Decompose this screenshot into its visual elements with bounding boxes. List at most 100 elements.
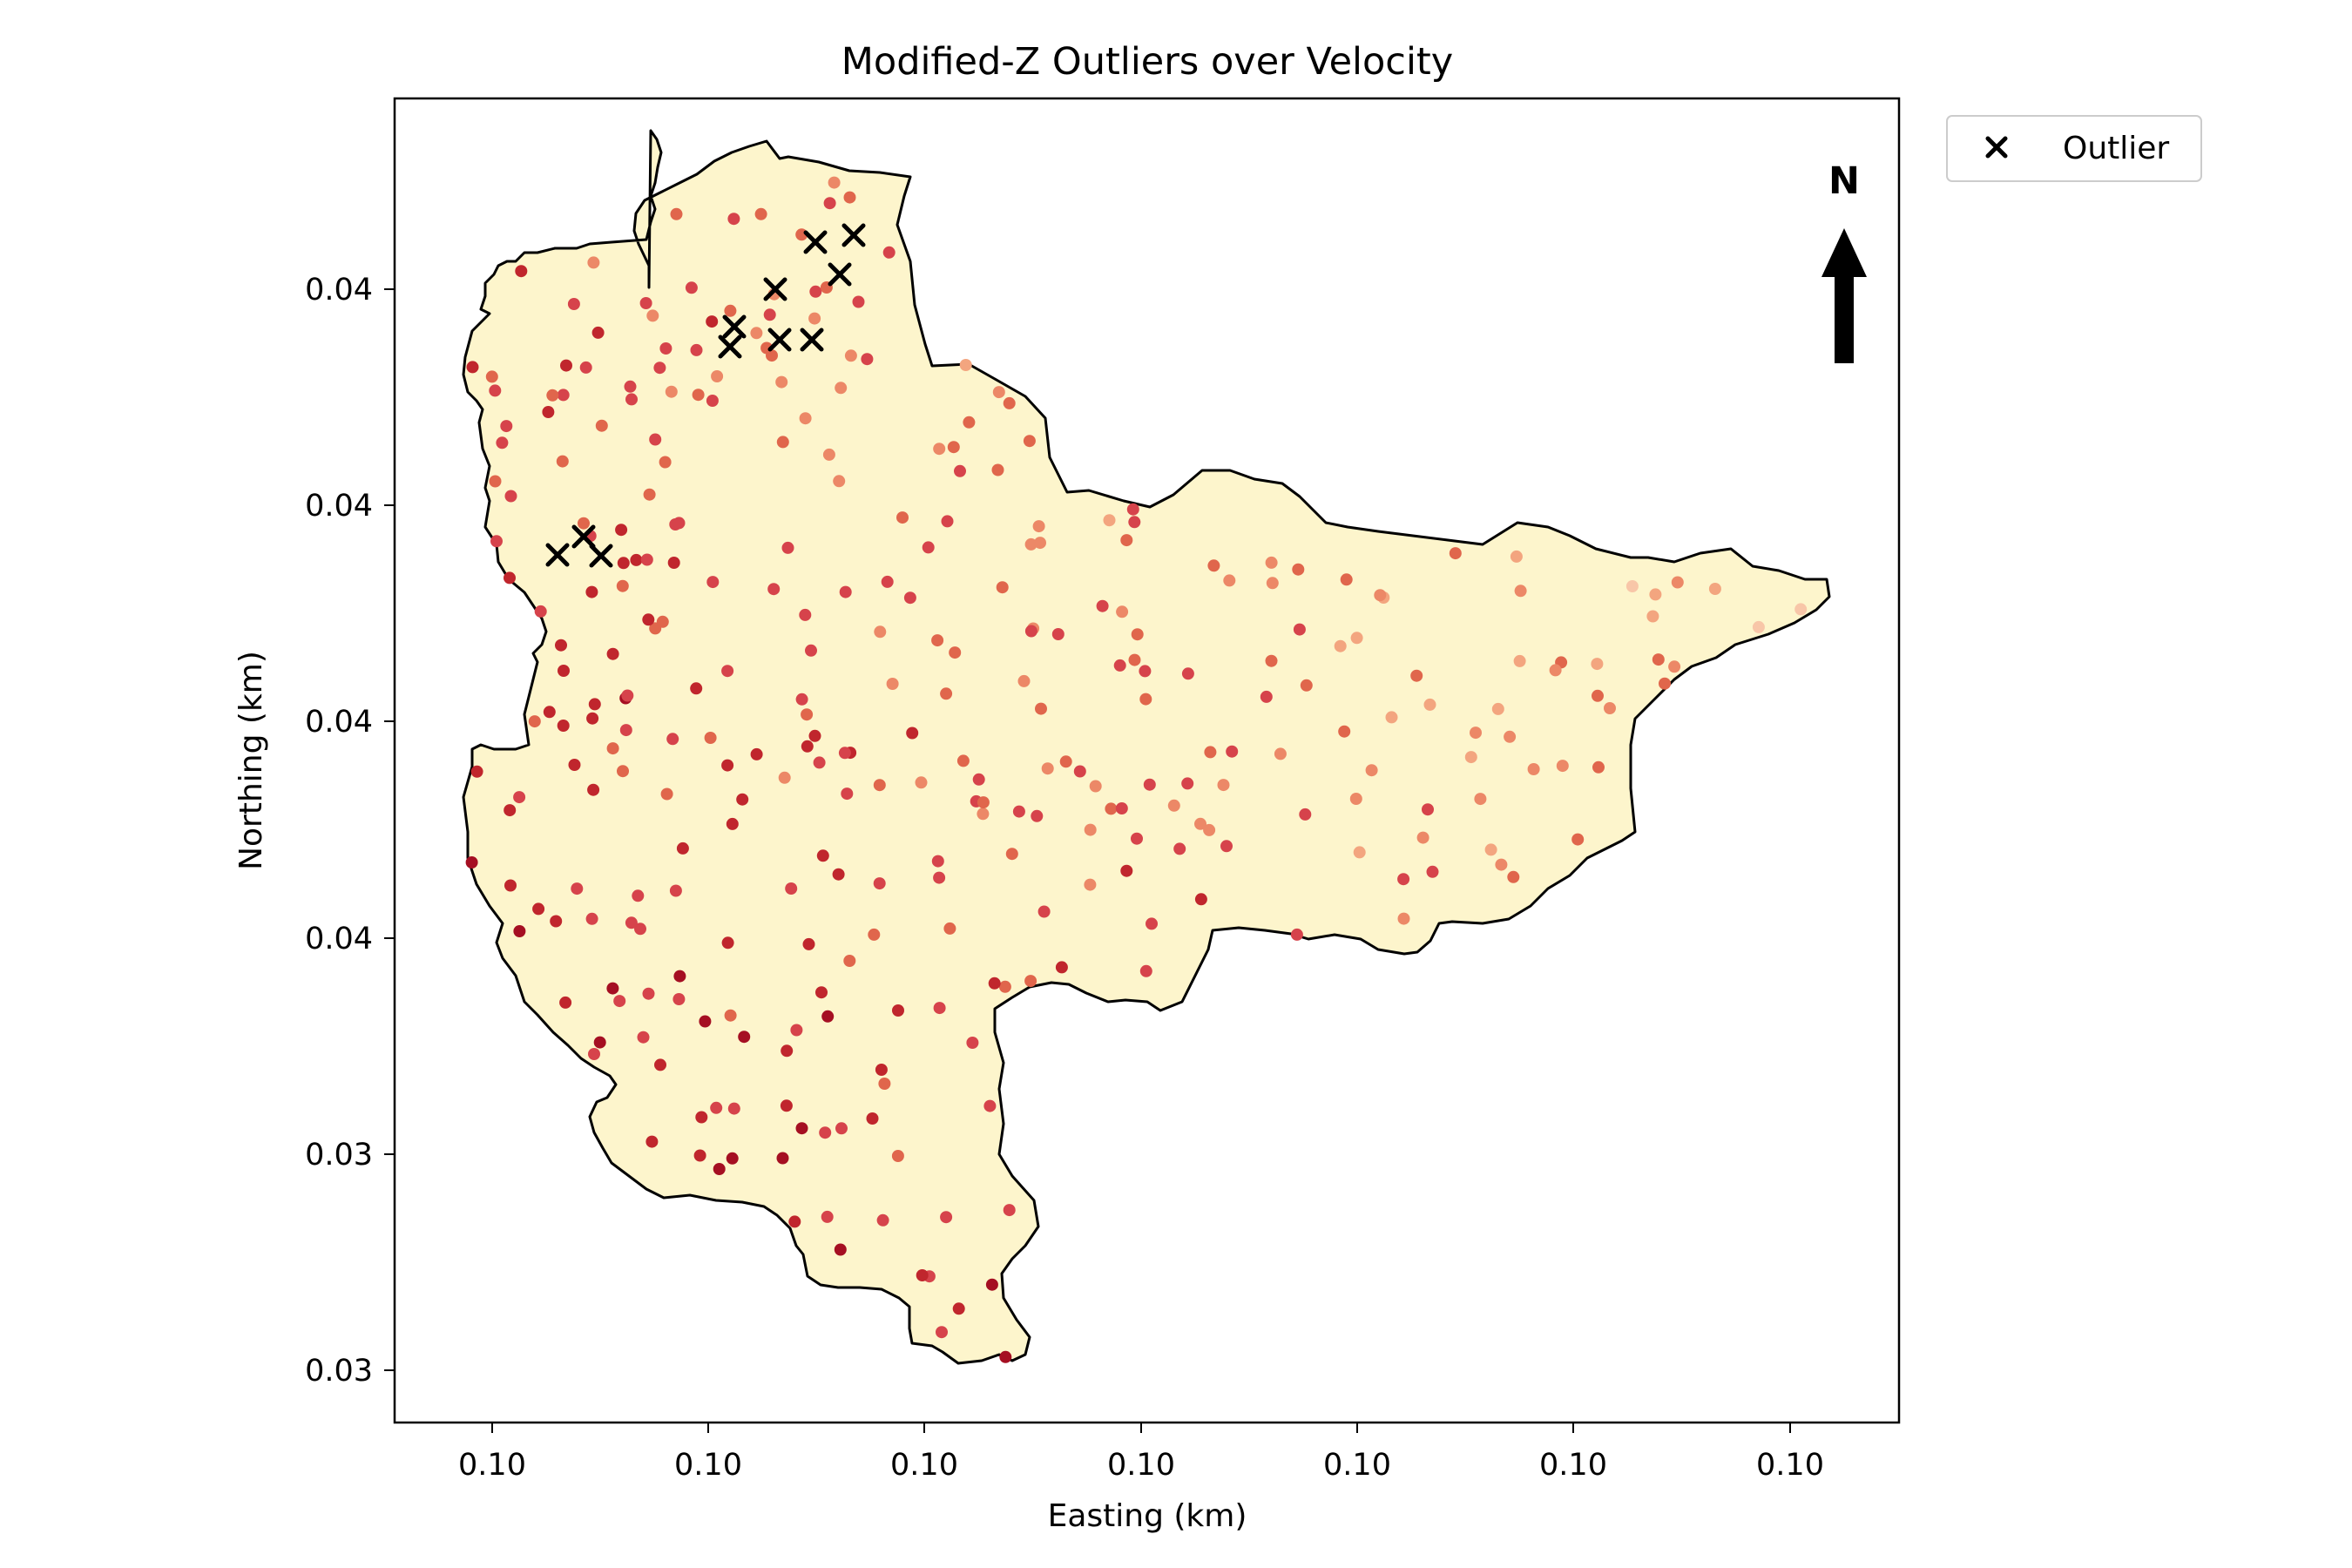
velocity-point	[881, 575, 894, 588]
velocity-point	[1293, 623, 1306, 636]
velocity-point	[585, 585, 598, 598]
legend-marker-icon	[1985, 136, 2008, 159]
velocity-point	[727, 213, 740, 226]
legend: Outlier	[1946, 115, 2202, 182]
velocity-point	[736, 793, 749, 806]
velocity-point	[619, 724, 632, 737]
velocity-point	[1181, 777, 1194, 790]
velocity-point	[653, 362, 666, 375]
velocity-point	[841, 787, 854, 801]
velocity-point	[988, 977, 1001, 990]
velocity-point	[500, 420, 513, 433]
velocity-point	[1226, 745, 1239, 758]
velocity-point	[1096, 599, 1109, 612]
velocity-point	[1646, 610, 1659, 623]
velocity-point	[625, 916, 638, 929]
velocity-point	[606, 742, 619, 755]
velocity-point	[693, 1149, 706, 1162]
velocity-point	[861, 353, 874, 366]
velocity-point	[843, 955, 856, 967]
outlier-marker	[545, 543, 570, 567]
velocity-point	[1181, 667, 1194, 680]
velocity-point	[816, 849, 829, 862]
velocity-point	[649, 433, 662, 446]
velocity-point	[1504, 730, 1517, 743]
velocity-point	[1113, 659, 1126, 672]
velocity-point	[504, 804, 517, 817]
velocity-point	[940, 687, 953, 700]
velocity-point	[1003, 396, 1016, 409]
velocity-point	[713, 1163, 726, 1175]
velocity-point	[922, 541, 935, 554]
velocity-point	[625, 393, 638, 406]
velocity-point	[642, 613, 655, 626]
velocity-point	[835, 1122, 848, 1135]
x-tick-label: 0.10	[1323, 1448, 1391, 1483]
velocity-point	[776, 436, 789, 449]
velocity-point	[1652, 653, 1665, 666]
velocity-point	[515, 265, 528, 278]
velocity-point	[1167, 799, 1180, 812]
velocity-point	[802, 937, 815, 950]
velocity-point	[767, 583, 781, 596]
velocity-point	[711, 370, 724, 382]
velocity-point	[724, 1009, 737, 1022]
velocity-point	[706, 315, 719, 328]
velocity-point	[952, 1302, 965, 1315]
velocity-point	[632, 889, 645, 902]
velocity-point	[878, 1078, 891, 1090]
velocity-point	[750, 747, 763, 760]
velocity-point	[490, 535, 503, 548]
velocity-point	[550, 915, 563, 928]
velocity-point	[896, 511, 909, 524]
velocity-point	[685, 281, 698, 294]
velocity-point	[785, 882, 798, 895]
velocity-point	[839, 585, 852, 598]
velocity-point	[915, 776, 928, 789]
velocity-point	[954, 464, 966, 477]
velocity-point	[931, 855, 944, 868]
velocity-point	[673, 970, 686, 983]
velocity-point	[593, 1036, 606, 1049]
velocity-point	[465, 856, 478, 868]
velocity-point	[690, 343, 703, 356]
velocity-point	[1397, 912, 1410, 925]
velocity-point	[669, 884, 682, 897]
velocity-point	[1059, 755, 1072, 768]
velocity-point	[1350, 632, 1363, 645]
velocity-point	[985, 1278, 998, 1291]
outlier-marker	[589, 544, 613, 568]
velocity-point	[1032, 520, 1045, 533]
velocity-point	[1223, 574, 1236, 587]
velocity-point	[559, 996, 572, 1009]
velocity-point	[1194, 817, 1206, 830]
velocity-point	[991, 463, 1004, 476]
velocity-point	[637, 1031, 650, 1044]
velocity-point	[1397, 873, 1410, 886]
velocity-point	[1449, 547, 1462, 560]
velocity-point	[1204, 746, 1217, 759]
x-tick-label: 0.10	[1756, 1448, 1824, 1483]
velocity-point	[1012, 805, 1025, 818]
velocity-point	[1037, 905, 1051, 918]
velocity-point	[643, 488, 656, 501]
velocity-point	[1752, 620, 1765, 633]
velocity-point	[560, 359, 572, 372]
velocity-point	[699, 1015, 712, 1028]
velocity-point	[996, 581, 1009, 594]
velocity-point	[692, 389, 705, 402]
velocity-point	[822, 448, 835, 461]
velocity-point	[903, 591, 916, 605]
velocity-point	[606, 982, 619, 995]
velocity-point	[557, 389, 570, 402]
velocity-point	[977, 808, 990, 821]
velocity-point	[977, 796, 990, 809]
velocity-point	[813, 756, 826, 769]
velocity-point	[823, 197, 836, 210]
velocity-point	[1035, 702, 1047, 715]
velocity-point	[1426, 865, 1439, 878]
velocity-point	[591, 326, 605, 339]
velocity-point	[672, 993, 686, 1005]
velocity-point	[1103, 514, 1116, 527]
velocity-point	[835, 382, 848, 395]
